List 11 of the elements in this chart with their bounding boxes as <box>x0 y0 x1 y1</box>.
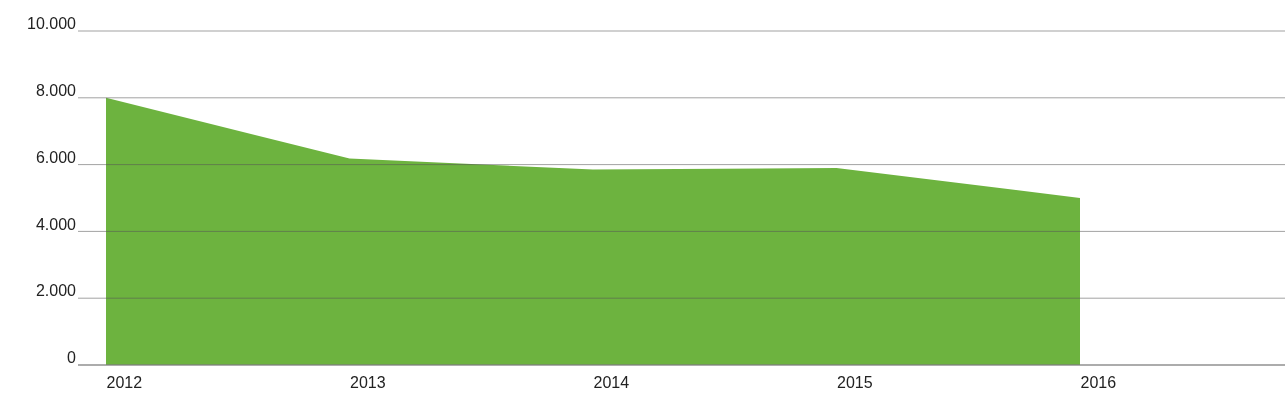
x-tick-label: 2013 <box>350 374 386 392</box>
y-tick-label: 0 <box>67 349 77 367</box>
y-tick-label: 4.000 <box>35 215 77 233</box>
x-tick-label: 2012 <box>106 374 143 392</box>
y-tick-label: 8.000 <box>35 81 77 99</box>
x-tick-label: 2015 <box>837 374 873 392</box>
x-tick-label: 2014 <box>593 374 630 392</box>
y-tick-label: 2.000 <box>35 282 77 300</box>
y-tick-label: 6.000 <box>35 148 77 166</box>
x-tick-label: 2016 <box>1080 374 1117 392</box>
y-tick-label: 10.000 <box>27 15 77 33</box>
